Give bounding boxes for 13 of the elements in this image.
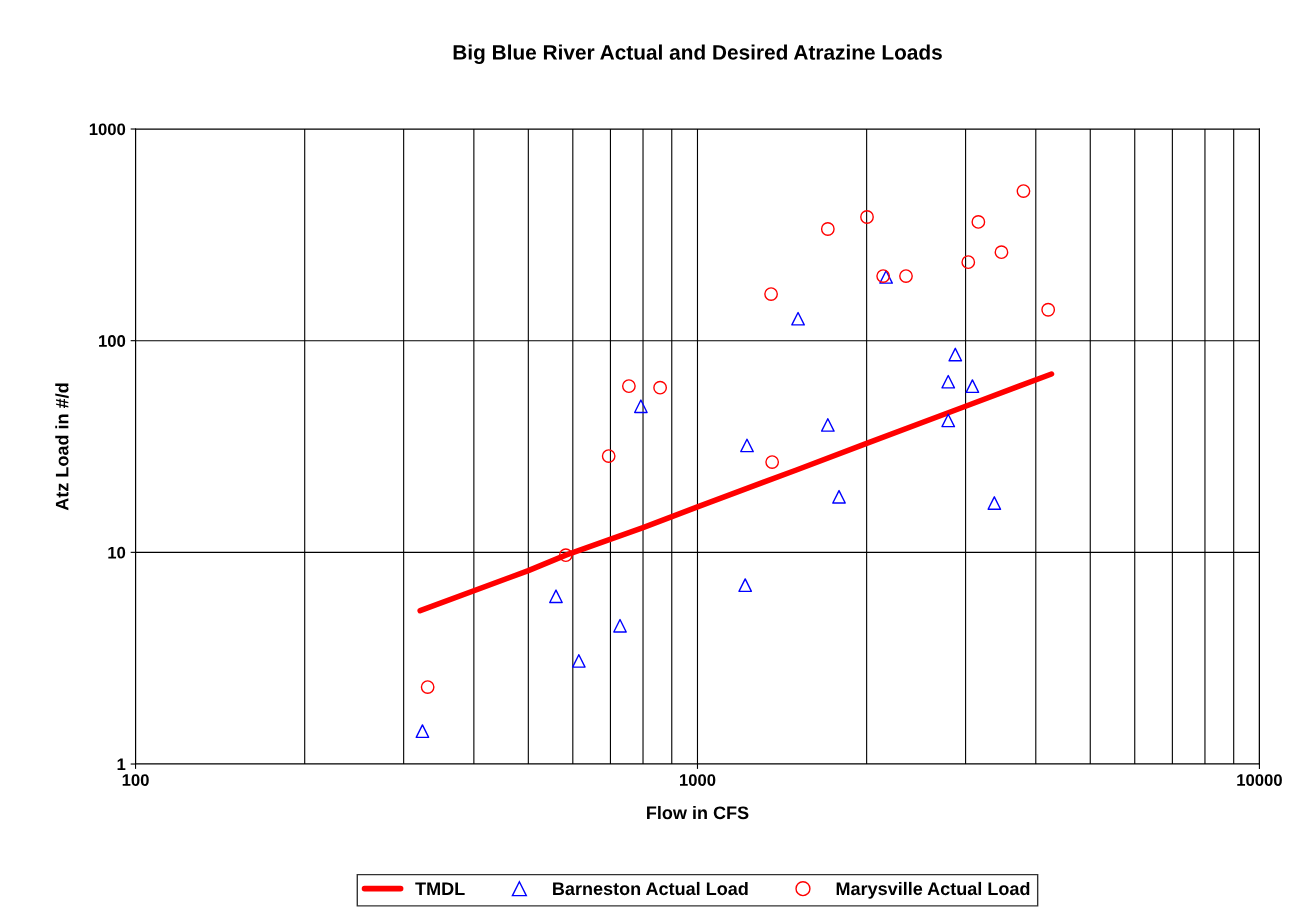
y-tick-label: 100	[99, 335, 126, 347]
x-axis-title: Flow in CFS	[647, 805, 749, 820]
y-tick-label: 10	[108, 546, 126, 559]
chart-title: Big Blue River Actual and Desired Atrazine Loads	[453, 44, 942, 64]
y-tick-label: 1000	[89, 123, 126, 136]
x-tick-label: 10000	[1237, 774, 1282, 786]
x-tick-label: 100	[122, 774, 149, 786]
legend-label: Marysville Actual Load	[836, 881, 1030, 899]
y-tick-label: 1	[117, 758, 126, 771]
legend-label: TMDL	[415, 882, 465, 895]
legend-label: Barneston Actual Load	[553, 881, 748, 896]
y-axis-title: Atz Load in #/d	[55, 383, 69, 511]
x-tick-label: 1000	[679, 774, 716, 786]
